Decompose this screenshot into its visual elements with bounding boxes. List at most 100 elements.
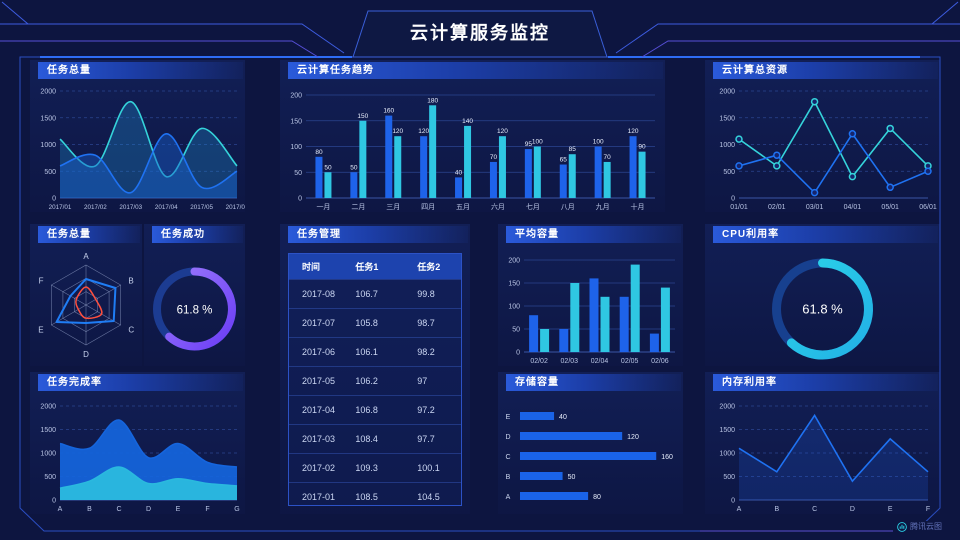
table-cell: 109.3 xyxy=(355,463,378,473)
panel-cpu-usage: CPU利用率 61.8 % xyxy=(705,224,940,366)
svg-text:三月: 三月 xyxy=(386,203,400,211)
table-cell: 108.5 xyxy=(355,492,378,502)
panel-title: 内存利用率 xyxy=(713,374,938,391)
svg-text:0: 0 xyxy=(52,498,56,505)
svg-text:D: D xyxy=(505,434,510,441)
table-cell: 105.8 xyxy=(355,318,378,328)
table-cell: 97.7 xyxy=(417,434,435,444)
svg-text:C: C xyxy=(505,454,510,461)
panel-title: 平均容量 xyxy=(506,226,681,243)
svg-text:02/06: 02/06 xyxy=(651,358,669,365)
svg-text:2017/03: 2017/03 xyxy=(119,204,142,211)
panel-title: CPU利用率 xyxy=(713,226,938,243)
avg-capacity-chart: 0 50 100 150 200 02/02 02/03 02/04 02/05 02/06 xyxy=(508,258,675,365)
svg-text:50: 50 xyxy=(294,170,302,177)
panel-title: 任务管理 xyxy=(288,226,468,243)
svg-text:八月: 八月 xyxy=(561,203,575,211)
table-cell: 2017-03 xyxy=(302,434,336,444)
memory-usage-chart: 0 500 1000 1500 2000 A B C D E F xyxy=(719,404,930,514)
svg-text:150: 150 xyxy=(508,281,520,288)
svg-text:C: C xyxy=(116,506,121,513)
table-cell: 2017-07 xyxy=(302,318,336,328)
svg-text:100: 100 xyxy=(532,139,543,146)
svg-text:2000: 2000 xyxy=(719,404,735,411)
panel-title: 存储容量 xyxy=(506,374,681,391)
svg-text:02/03: 02/03 xyxy=(561,358,579,365)
panel-title: 云计算任务趋势 xyxy=(288,62,663,79)
brand-watermark-label: 腾讯云图 xyxy=(910,522,942,531)
svg-text:1000: 1000 xyxy=(719,142,735,149)
panel-memory-usage: 内存利用率 0 500 1000 1500 2000 A B C D E F xyxy=(705,372,940,514)
svg-text:F: F xyxy=(926,506,930,513)
panel-title: 云计算总资源 xyxy=(713,62,938,79)
svg-text:160: 160 xyxy=(661,454,673,461)
svg-text:四月: 四月 xyxy=(421,203,435,211)
svg-text:80: 80 xyxy=(593,494,601,501)
svg-text:九月: 九月 xyxy=(596,202,610,211)
svg-text:2017/04: 2017/04 xyxy=(155,204,178,211)
svg-text:1500: 1500 xyxy=(40,115,56,122)
svg-text:1000: 1000 xyxy=(719,451,735,458)
svg-text:2017/01: 2017/01 xyxy=(49,204,72,211)
svg-text:70: 70 xyxy=(490,154,498,161)
table-cell: 2017-01 xyxy=(302,492,336,502)
svg-text:0: 0 xyxy=(731,498,735,505)
svg-text:61.8 %: 61.8 % xyxy=(802,302,843,317)
svg-text:50: 50 xyxy=(512,327,520,334)
svg-text:1000: 1000 xyxy=(40,451,56,458)
table-cell: 2017-06 xyxy=(302,347,336,357)
svg-text:二月: 二月 xyxy=(351,203,365,211)
svg-text:150: 150 xyxy=(357,113,368,120)
table-row: 2017-08 106.7 99.8 xyxy=(289,279,461,308)
svg-text:1000: 1000 xyxy=(40,142,56,149)
task-radar-chart: A B C D E F xyxy=(38,252,134,359)
table-cell: 104.5 xyxy=(417,492,440,502)
panel-title: 任务成功 xyxy=(152,226,243,243)
svg-text:E: E xyxy=(38,326,43,335)
svg-text:六月: 六月 xyxy=(491,202,505,211)
table-row: 2017-03 108.4 97.7 xyxy=(289,424,461,453)
panel-task-total-trend: 任务总量 0 500 1000 1500 2000 2017/01 2017/02 2017/… xyxy=(30,60,245,212)
svg-text:E: E xyxy=(888,506,893,513)
svg-text:D: D xyxy=(146,506,151,513)
svg-text:120: 120 xyxy=(392,128,403,135)
svg-text:C: C xyxy=(812,506,817,513)
svg-text:70: 70 xyxy=(604,154,612,161)
svg-text:B: B xyxy=(87,506,92,513)
svg-text:E: E xyxy=(176,506,181,513)
svg-text:90: 90 xyxy=(638,144,646,151)
svg-text:D: D xyxy=(83,350,89,359)
svg-text:2017/06: 2017/06 xyxy=(226,204,245,211)
panel-title: 任务完成率 xyxy=(38,374,243,391)
table-cell: 106.2 xyxy=(355,376,378,386)
page-title: 云计算服务监控 xyxy=(410,23,550,43)
table-col-header: 任务2 xyxy=(417,262,441,272)
svg-text:95: 95 xyxy=(525,141,533,148)
table-body: 2017-08 106.7 99.8 2017-07 105.8 98.7 2017-06 1… xyxy=(289,279,461,505)
table-cell: 108.4 xyxy=(355,434,378,444)
panel-cloud-task-trend: 云计算任务趋势 0 50 100 150 200 一月 80 50 二月 50 150 三月 160 12… xyxy=(280,60,665,212)
svg-text:100: 100 xyxy=(508,304,520,311)
svg-text:2000: 2000 xyxy=(719,89,735,96)
cpu-gauge-chart: 61.8 % xyxy=(772,258,873,360)
svg-text:61.8 %: 61.8 % xyxy=(177,305,213,317)
svg-text:40: 40 xyxy=(559,414,567,421)
svg-text:50: 50 xyxy=(324,164,332,171)
svg-text:五月: 五月 xyxy=(456,203,470,211)
svg-text:65: 65 xyxy=(560,157,568,164)
svg-text:A: A xyxy=(506,494,511,501)
table-row: 2017-07 105.8 98.7 xyxy=(289,308,461,337)
svg-text:0: 0 xyxy=(516,350,520,357)
svg-text:180: 180 xyxy=(427,97,438,104)
brand-watermark: 腾讯云图 xyxy=(893,521,946,532)
total-resources-chart: 0 500 1000 1500 2000 01/01 02/01 03/01 04/01 05/0… xyxy=(719,89,936,212)
svg-text:200: 200 xyxy=(508,258,520,265)
table-cell: 2017-05 xyxy=(302,376,336,386)
svg-text:150: 150 xyxy=(290,118,302,125)
svg-text:0: 0 xyxy=(731,196,735,203)
svg-text:40: 40 xyxy=(455,169,463,176)
svg-text:1500: 1500 xyxy=(719,427,735,434)
svg-text:0: 0 xyxy=(52,196,56,203)
svg-text:1500: 1500 xyxy=(40,427,56,434)
